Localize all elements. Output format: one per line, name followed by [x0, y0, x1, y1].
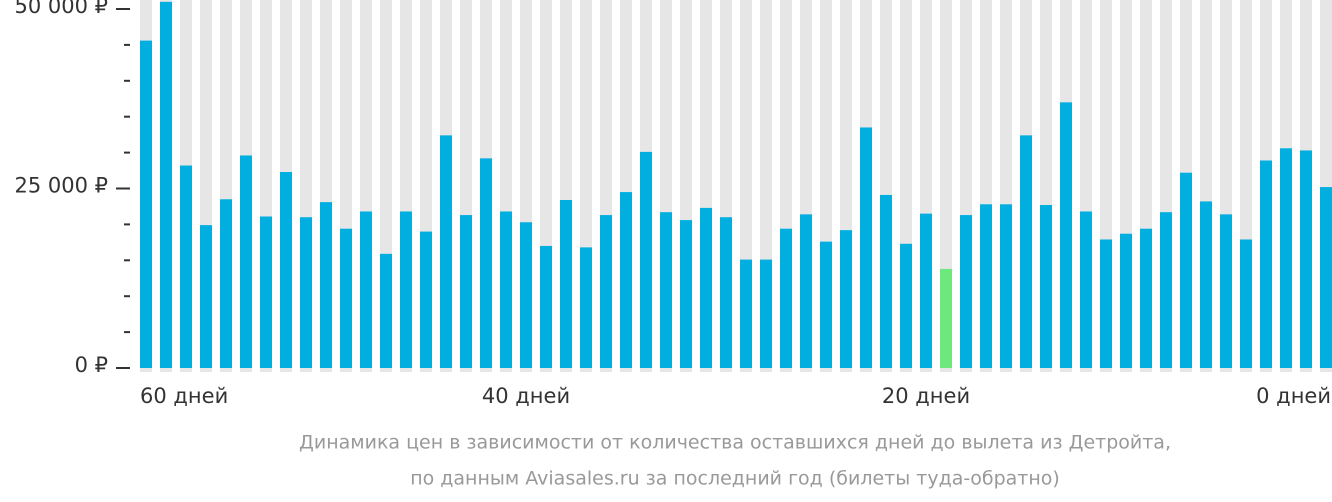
- bar: [680, 220, 692, 368]
- bar: [220, 199, 232, 368]
- bar: [760, 259, 772, 368]
- bar: [940, 268, 952, 368]
- bar: [540, 245, 552, 368]
- bar: [1240, 239, 1252, 368]
- x-tick-label: 20 дней: [882, 384, 970, 408]
- bar: [600, 215, 612, 368]
- x-tick-label: 40 дней: [482, 384, 570, 408]
- bar: [160, 1, 172, 368]
- bar: [740, 259, 752, 368]
- caption: Динамика цен в зависимости от количества…: [299, 432, 1171, 454]
- x-tick-label: 60 дней: [140, 384, 228, 408]
- bar: [560, 199, 572, 368]
- bar: [440, 135, 452, 368]
- bar: [460, 215, 472, 368]
- bar: [1220, 214, 1232, 368]
- caption: по данным Aviasales.ru за последний год …: [410, 468, 1060, 490]
- bar: [1260, 160, 1272, 368]
- bar: [700, 207, 712, 368]
- y-tick-label: 0 ₽: [75, 353, 108, 377]
- bar: [780, 228, 792, 368]
- bar: [980, 204, 992, 368]
- bar: [280, 171, 292, 368]
- bar: [500, 211, 512, 368]
- bar: [480, 158, 492, 368]
- bar: [260, 216, 272, 368]
- bar: [800, 214, 812, 368]
- bar: [1020, 135, 1032, 368]
- bar: [840, 230, 852, 368]
- bar: [340, 228, 352, 368]
- bar: [300, 217, 312, 368]
- y-tick-label: 50 000 ₽: [14, 0, 108, 18]
- bar: [920, 213, 932, 368]
- bar: [200, 225, 212, 368]
- bar: [140, 40, 152, 368]
- bar: [880, 194, 892, 368]
- bar: [620, 192, 632, 368]
- bar: [1180, 172, 1192, 368]
- bar: [1280, 148, 1292, 368]
- bar: [640, 151, 652, 368]
- bar: [420, 231, 432, 368]
- bar: [1160, 212, 1172, 368]
- bar: [660, 212, 672, 368]
- bar: [1140, 228, 1152, 368]
- bar: [240, 155, 252, 368]
- bar: [380, 253, 392, 368]
- bar: [320, 202, 332, 368]
- bar: [360, 211, 372, 368]
- bar: [1320, 187, 1332, 368]
- bar: [860, 127, 872, 368]
- bar: [1000, 204, 1012, 368]
- bar: [720, 217, 732, 368]
- bar: [1120, 233, 1132, 368]
- bar: [400, 211, 412, 368]
- bar: [520, 222, 532, 368]
- bar: [960, 215, 972, 368]
- bar: [1300, 150, 1312, 368]
- y-tick-label: 25 000 ₽: [14, 174, 108, 198]
- bar: [180, 165, 192, 368]
- bar: [900, 243, 912, 368]
- bar: [1200, 201, 1212, 368]
- bar: [1100, 239, 1112, 368]
- bar: [1080, 211, 1092, 368]
- bar: [1060, 102, 1072, 368]
- x-tick-label: 0 дней: [1256, 384, 1331, 408]
- bar: [820, 241, 832, 368]
- bar: [1040, 205, 1052, 368]
- bar: [580, 247, 592, 368]
